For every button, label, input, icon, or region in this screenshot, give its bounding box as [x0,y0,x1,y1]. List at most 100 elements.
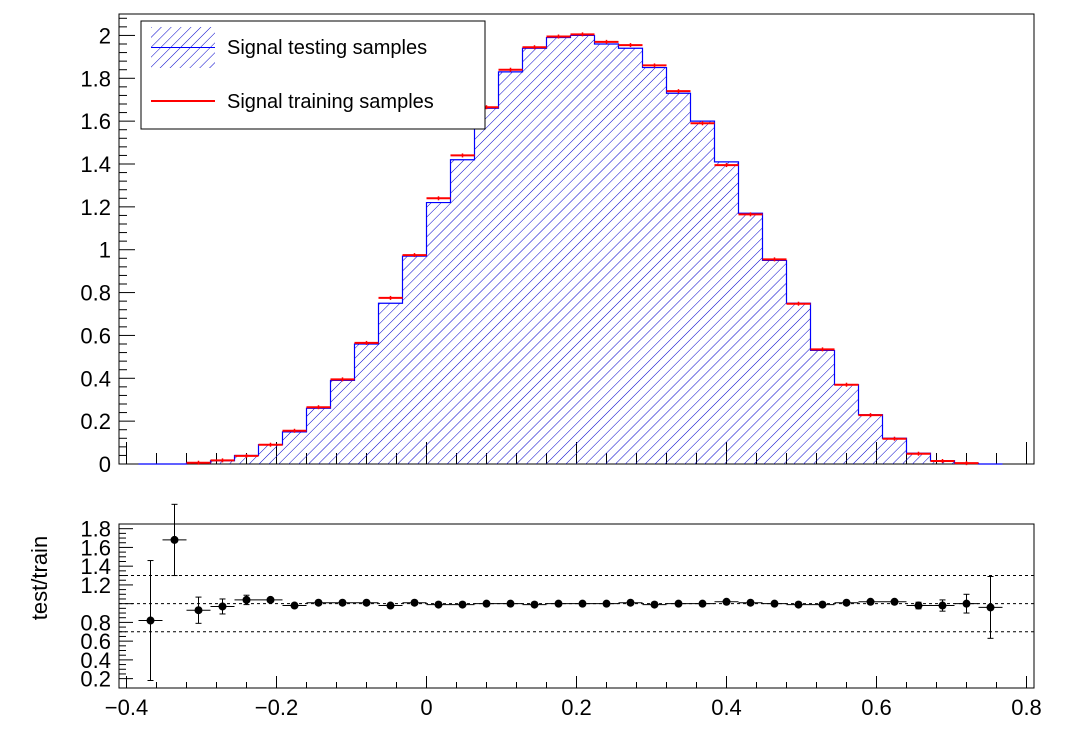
ratio-point-marker [194,606,203,615]
ratio-point [570,599,595,608]
ratio-x-tick-label: 0.6 [861,695,892,720]
ratio-point-marker [290,601,299,610]
ratio-x-tick-label: −0.2 [255,695,298,720]
training-bin [522,45,547,50]
ratio-point-marker [842,598,851,607]
ratio-point [954,593,979,614]
training-bin [954,461,979,466]
ratio-point-marker [986,603,995,612]
main-y-tick-label: 1.4 [80,152,111,177]
ratio-x-tick-label: −0.4 [105,695,148,720]
main-y-tick-label: 0.2 [80,409,111,434]
ratio-x-tick-label: 0.2 [561,695,592,720]
ratio-point [786,600,811,609]
ratio-point [474,599,499,608]
ratio-point [762,599,787,608]
training-bin [378,295,403,300]
ratio-y-axis: 0.20.40.60.8 1.21.41.61.8 [80,517,133,692]
training-bin [330,377,355,382]
ratio-x-axis: −0.4 −0.2 0 0.2 0.4 0.6 0.8 [105,676,1042,720]
ratio-point-marker [794,600,803,609]
ratio-plot-frame [118,523,1035,689]
training-bin [906,451,931,456]
ratio-point-marker [962,599,971,608]
training-bin [354,340,379,345]
ratio-y-tick-label: 0.4 [80,648,111,673]
main-y-tick-label: 2 [99,23,111,48]
ratio-panel: 0.20.40.60.81.21.41.61.8 −0.4 −0.2 0 0.2 0.4… [27,503,1042,720]
ratio-point-marker [146,616,155,625]
ratio-point-marker [314,598,323,607]
ratio-point [882,597,907,606]
ratio-point-marker [698,599,707,608]
ratio-point [306,598,331,607]
ratio-point [210,598,235,615]
ratio-point [738,598,763,607]
ratio-point-marker [386,601,395,610]
training-bin [234,453,259,458]
training-bin [546,34,571,39]
ratio-point [858,597,883,606]
legend: Signal testing samples Signal training s… [140,20,486,130]
ratio-point [810,600,835,609]
training-bin [186,460,211,465]
ratio-point-marker [554,599,563,608]
ratio-point-marker [626,598,635,607]
training-bin [498,67,523,72]
ratio-point [594,599,619,608]
ratio-point [162,503,187,577]
ratio-point [834,598,859,607]
training-bin [858,413,883,418]
ratio-point-marker [890,597,899,606]
ratio-point-marker [938,601,947,610]
ratio-point [690,599,715,608]
testing-histogram [138,34,1003,465]
training-bin [282,428,307,433]
ratio-point-marker [770,599,779,608]
training-bin [570,32,595,37]
ratio-y-tick-label: 1.6 [80,535,111,560]
ratio-point-marker [458,600,467,609]
ratio-point [354,598,379,607]
training-histogram [186,32,979,466]
ratio-point [234,594,259,606]
training-bin [882,436,907,441]
ratio-y-axis-label: test/train [27,536,52,620]
ratio-point-marker [482,599,491,608]
training-bin [402,253,427,258]
ratio-point [330,598,355,607]
ratio-y-tick-label: 1.2 [80,573,111,598]
ratio-point-marker [242,595,251,604]
ratio-point-marker [410,598,419,607]
ratio-point [546,599,571,608]
ratio-point-marker [170,535,179,544]
main-y-tick-label: 0 [99,452,111,477]
ratio-point [450,600,475,609]
ratio-y-tick-label: 1.4 [80,554,111,579]
ratio-points [138,503,1003,682]
ratio-y-tick-label: 0.8 [80,610,111,635]
training-bin [666,89,691,94]
ratio-point [714,597,739,606]
ratio-point-marker [578,599,587,608]
ratio-point-marker [866,597,875,606]
training-bin [450,153,475,158]
ratio-point [186,596,211,624]
training-bin [930,459,955,463]
main-y-axis: 0 0.2 0.4 0.6 0.8 1 1.2 1.4 1.6 1.8 2 [80,17,135,477]
testing-histogram-outline [138,34,1003,465]
main-y-tick-label: 0.8 [80,281,111,306]
training-bin [426,196,451,201]
ratio-point [666,599,691,608]
ratio-y-tick-label: 0.6 [80,629,111,654]
ratio-point-marker [914,601,923,610]
ratio-point [378,601,403,610]
main-y-tick-label: 1.6 [80,109,111,134]
ratio-point [618,598,643,607]
training-bin [594,39,619,44]
training-bin [762,257,787,262]
main-y-tick-label: 1 [99,238,111,263]
main-histogram-panel: 0 0.2 0.4 0.6 0.8 1 1.2 1.4 1.6 1.8 2 Signal testi… [80,13,1035,477]
